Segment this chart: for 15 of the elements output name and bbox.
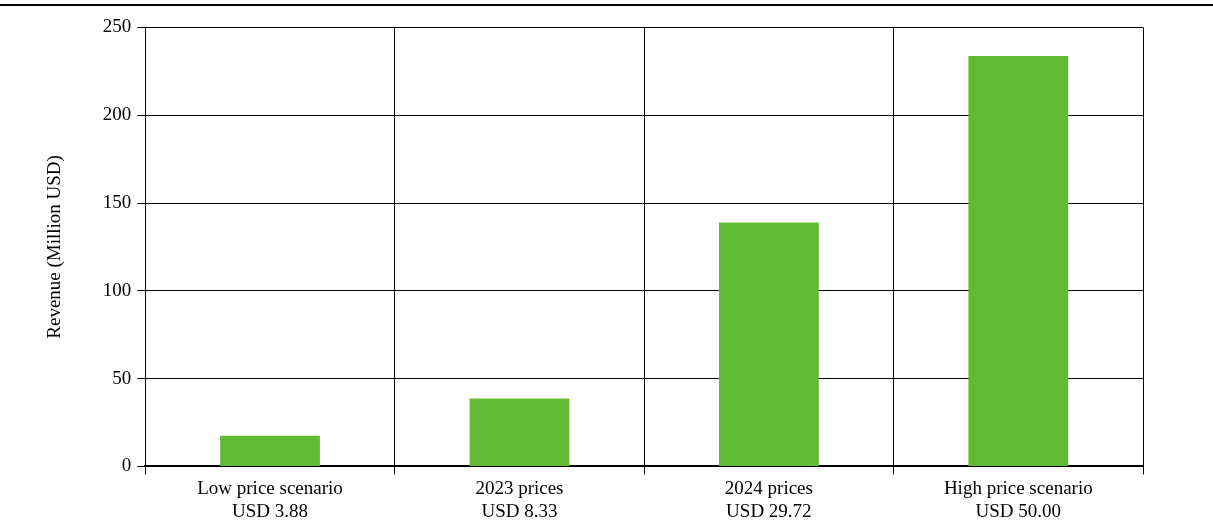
y-tick-label: 50	[112, 366, 132, 388]
y-axis-title: Revenue (Million USD)	[43, 155, 66, 339]
bar	[469, 398, 570, 466]
y-tick-label: 250	[102, 15, 132, 37]
bar	[220, 435, 320, 466]
y-tick-label: 0	[121, 454, 132, 476]
bar	[718, 222, 819, 466]
x-tick-label: 2023 prices USD 8.33	[475, 476, 564, 521]
y-tick-label: 150	[102, 190, 132, 212]
x-tick-label: High price scenario USD 50.00	[943, 476, 1093, 521]
x-tick-label: Low price scenario USD 3.88	[197, 476, 343, 521]
y-tick-label: 200	[102, 103, 132, 125]
y-tick-label: 100	[102, 278, 132, 300]
x-tick-label: 2024 prices USD 29.72	[724, 476, 813, 521]
bar	[968, 56, 1069, 466]
